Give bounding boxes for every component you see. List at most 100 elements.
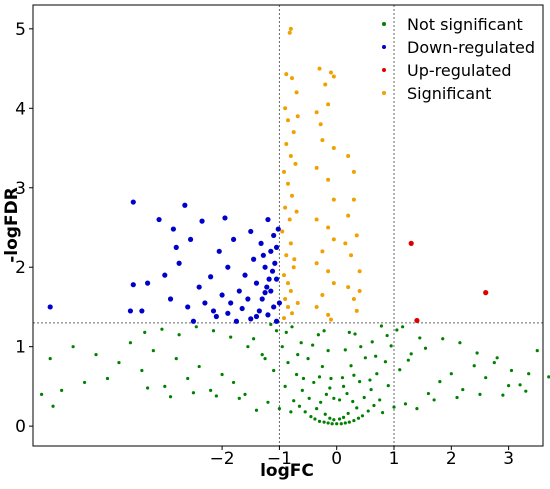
point-not-significant	[484, 376, 488, 380]
point-significant	[283, 205, 288, 210]
point-down-regulated	[162, 272, 168, 278]
point-not-significant	[507, 384, 511, 388]
point-not-significant	[243, 392, 247, 396]
point-not-significant	[174, 356, 178, 361]
point-not-significant	[352, 418, 356, 423]
point-not-significant	[309, 415, 313, 419]
point-not-significant	[475, 351, 479, 355]
x-axis-title: logFC	[260, 461, 314, 481]
point-not-significant	[398, 368, 402, 372]
point-not-significant	[326, 421, 330, 425]
point-not-significant	[48, 356, 52, 361]
point-significant	[295, 114, 300, 119]
point-down-regulated	[268, 288, 274, 294]
point-significant	[343, 241, 348, 246]
point-down-regulated	[185, 304, 191, 310]
point-not-significant	[105, 376, 110, 381]
point-not-significant	[294, 372, 299, 377]
point-not-significant	[330, 422, 334, 426]
point-significant	[318, 122, 323, 127]
point-not-significant	[341, 415, 346, 419]
point-down-regulated	[276, 300, 283, 306]
point-down-regulated	[260, 252, 266, 258]
legend: Not significant Down-regulated Up-regulate…	[382, 15, 535, 103]
point-not-significant	[380, 411, 385, 415]
point-not-significant	[449, 372, 453, 376]
point-down-regulated	[273, 244, 280, 250]
point-not-significant	[501, 393, 505, 397]
point-not-significant	[277, 407, 282, 411]
point-down-regulated	[225, 310, 231, 316]
point-down-regulated	[253, 280, 260, 286]
point-not-significant	[355, 406, 359, 410]
point-not-significant	[438, 380, 442, 384]
point-not-significant	[197, 364, 201, 369]
point-significant	[331, 281, 336, 286]
point-down-regulated	[145, 280, 151, 286]
point-up-regulated	[408, 240, 414, 246]
point-down-regulated	[196, 284, 202, 290]
point-not-significant	[349, 364, 353, 368]
point-not-significant	[346, 411, 350, 416]
point-not-significant	[385, 333, 389, 338]
y-tick-label: 0	[15, 417, 26, 437]
point-not-significant	[363, 356, 367, 360]
point-not-significant	[191, 391, 196, 395]
point-significant	[317, 66, 322, 71]
point-not-significant	[455, 395, 459, 400]
point-not-significant	[307, 396, 311, 400]
point-significant	[351, 169, 356, 174]
point-significant	[326, 269, 331, 274]
point-not-significant	[303, 410, 307, 414]
point-not-significant	[214, 394, 218, 398]
point-not-significant	[370, 340, 374, 344]
point-down-regulated	[47, 304, 53, 310]
point-significant	[326, 177, 331, 182]
point-significant	[287, 217, 292, 222]
point-not-significant	[323, 412, 327, 416]
point-significant	[326, 102, 331, 107]
point-not-significant	[461, 387, 465, 392]
point-down-regulated	[167, 296, 174, 302]
legend-marker	[382, 22, 386, 26]
point-not-significant	[274, 329, 279, 333]
point-significant	[326, 225, 331, 230]
point-down-regulated	[266, 276, 272, 282]
point-not-significant	[71, 345, 75, 349]
point-not-significant	[317, 419, 322, 423]
point-not-significant	[128, 341, 133, 345]
point-down-regulated	[259, 296, 265, 302]
point-not-significant	[254, 408, 259, 412]
point-not-significant	[292, 399, 296, 403]
point-not-significant	[392, 405, 396, 409]
legend-marker	[382, 45, 386, 49]
point-not-significant	[518, 383, 522, 387]
point-not-significant	[39, 392, 44, 396]
point-not-significant	[317, 375, 322, 379]
point-not-significant	[94, 353, 98, 357]
point-not-significant	[389, 344, 393, 348]
point-down-regulated	[127, 308, 134, 314]
point-significant	[314, 261, 319, 266]
point-down-regulated	[170, 226, 176, 232]
point-not-significant	[269, 322, 273, 327]
point-not-significant	[315, 407, 319, 411]
point-not-significant	[60, 388, 64, 392]
point-not-significant	[358, 380, 362, 384]
point-not-significant	[160, 327, 164, 331]
legend-label: Up-regulated	[407, 61, 512, 80]
point-not-significant	[177, 333, 181, 337]
point-not-significant	[345, 391, 349, 396]
point-down-regulated	[275, 226, 281, 232]
point-not-significant	[441, 337, 445, 341]
point-not-significant	[319, 400, 323, 404]
point-not-significant	[328, 416, 332, 420]
point-down-regulated	[208, 274, 214, 280]
point-not-significant	[272, 368, 276, 373]
point-not-significant	[326, 349, 330, 353]
point-up-regulated	[414, 317, 420, 324]
point-down-regulated	[264, 284, 270, 290]
point-down-regulated	[256, 308, 262, 314]
